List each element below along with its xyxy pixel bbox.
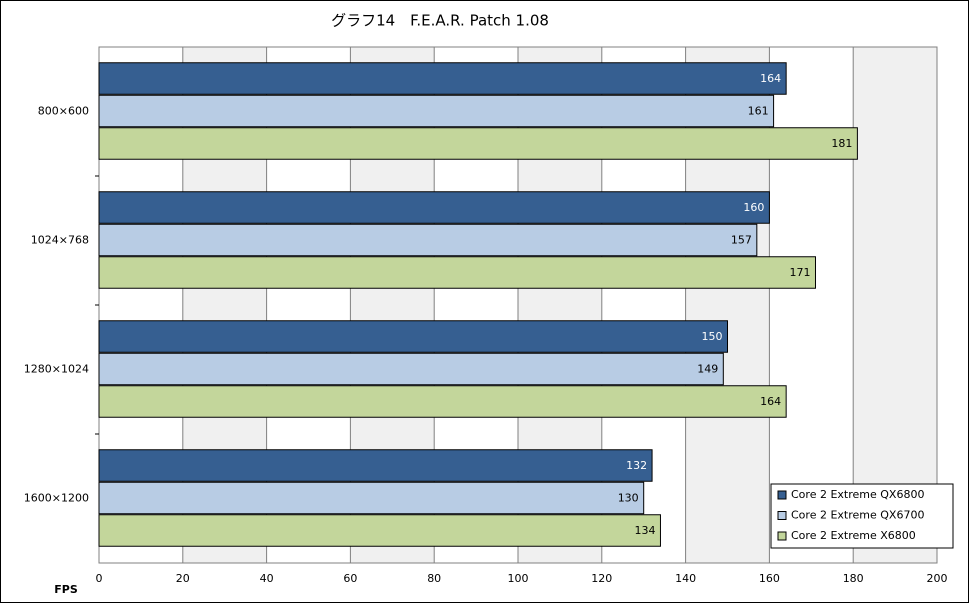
- y-tick-label: 1280×1024: [24, 363, 89, 376]
- data-label: 134: [634, 524, 655, 537]
- x-tick-label: 0: [96, 572, 103, 585]
- bar: [98, 256, 816, 289]
- plot-band: [853, 47, 937, 563]
- bar: [98, 514, 661, 547]
- x-tick-label: 20: [176, 572, 190, 585]
- x-tick-label: 160: [759, 572, 780, 585]
- bar: [98, 223, 758, 257]
- data-label: 164: [760, 395, 781, 408]
- chart-title: グラフ14 F.E.A.R. Patch 1.08: [331, 12, 549, 30]
- data-label: 161: [748, 105, 769, 118]
- bar: [98, 449, 653, 482]
- data-label: 164: [760, 72, 781, 85]
- x-tick-label: 120: [591, 572, 612, 585]
- legend-swatch: [777, 490, 787, 500]
- bar: [98, 481, 645, 515]
- legend-swatch: [777, 511, 787, 520]
- x-tick-label: 180: [843, 572, 864, 585]
- y-tick-label: 1024×768: [31, 234, 89, 247]
- x-tick-label: 80: [427, 572, 441, 585]
- bar: [98, 385, 787, 418]
- y-tick-label: 1600×1200: [24, 492, 89, 505]
- bar: [98, 320, 728, 353]
- data-label: 130: [618, 492, 639, 505]
- x-tick-label: 200: [927, 572, 948, 585]
- data-label: 132: [626, 459, 647, 472]
- legend-label: Core 2 Extreme QX6800: [791, 488, 924, 501]
- data-label: 171: [789, 266, 810, 279]
- x-tick-label: 60: [343, 572, 357, 585]
- bar: [98, 352, 724, 386]
- x-axis-label: FPS: [54, 583, 78, 596]
- x-tick-label: 40: [260, 572, 274, 585]
- data-label: 149: [697, 363, 718, 376]
- data-label: 157: [731, 234, 752, 247]
- bar: [98, 191, 770, 224]
- legend-swatch: [777, 531, 787, 541]
- legend-label: Core 2 Extreme X6800: [791, 529, 916, 542]
- data-label: 181: [831, 137, 852, 150]
- data-label: 160: [743, 201, 764, 214]
- bar: [98, 127, 858, 160]
- bar: [98, 94, 775, 128]
- x-tick-label: 140: [675, 572, 696, 585]
- bar: [98, 62, 787, 95]
- y-tick-label: 800×600: [38, 105, 89, 118]
- legend-box: [770, 483, 954, 549]
- legend-label: Core 2 Extreme QX6700: [791, 509, 924, 522]
- x-tick-label: 100: [508, 572, 529, 585]
- data-label: 150: [702, 330, 723, 343]
